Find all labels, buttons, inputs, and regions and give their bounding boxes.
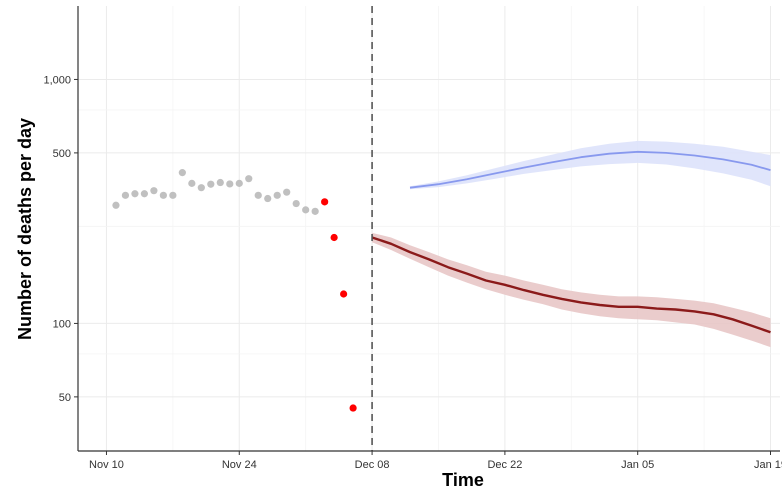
recent-point — [349, 404, 357, 412]
observed-point — [311, 207, 319, 215]
observed-point — [302, 206, 310, 214]
scenario_low-line — [371, 236, 771, 334]
y-tick-label: 1,000 — [43, 74, 71, 86]
observed-point — [188, 179, 196, 187]
recent-point — [340, 290, 348, 298]
y-tick-label: 100 — [53, 318, 71, 330]
axes — [77, 6, 780, 452]
observed-point — [245, 175, 253, 183]
observed-point — [226, 180, 234, 188]
observed-point — [264, 194, 272, 203]
y-axis-ticks: 50 100 500 1,000 — [43, 74, 78, 404]
recent-point — [321, 198, 329, 206]
observed-point — [283, 188, 291, 196]
x-axis-ticks: Nov 10 Nov 24 Dec 08 Dec 22 Jan 05 Jan 19 — [89, 451, 782, 471]
y-tick-label: 50 — [59, 392, 71, 404]
observed-point — [131, 190, 139, 198]
observed-point — [140, 190, 149, 198]
observed-point — [159, 191, 167, 199]
series-lines — [371, 150, 771, 334]
scenario_low-band — [372, 232, 771, 348]
observed-point — [273, 191, 281, 199]
observed-point — [197, 184, 205, 192]
y-tick-label: 500 — [53, 148, 71, 160]
observed-point — [150, 187, 158, 195]
observed-point — [207, 180, 215, 188]
scenario_high-line — [409, 150, 771, 189]
confidence-bands — [372, 140, 771, 348]
x-tick-label: Jan 19 — [754, 459, 782, 471]
x-axis-title: Time — [442, 470, 484, 490]
x-tick-label: Nov 24 — [222, 459, 257, 471]
x-tick-label: Jan 05 — [621, 459, 654, 471]
y-axis-title: Number of deaths per day — [15, 118, 35, 340]
series-points — [112, 169, 357, 412]
observed-point — [169, 191, 177, 199]
observed-point — [254, 191, 262, 199]
observed-point — [216, 178, 224, 187]
observed-point — [292, 199, 300, 208]
x-tick-label: Nov 10 — [89, 459, 124, 471]
observed-point — [121, 191, 130, 199]
x-tick-label: Dec 22 — [487, 459, 522, 471]
recent-point — [330, 233, 338, 242]
observed-point — [178, 169, 186, 177]
observed-point — [235, 179, 243, 187]
scenario_high-band — [410, 140, 771, 190]
grid — [78, 6, 780, 451]
observed-point — [112, 201, 120, 209]
x-tick-label: Dec 08 — [355, 459, 390, 471]
